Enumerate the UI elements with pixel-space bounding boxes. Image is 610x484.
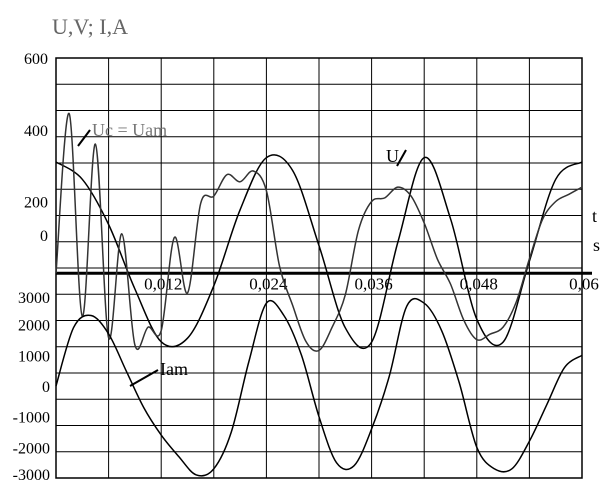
annotation-iam: Iam [160, 359, 188, 379]
voltage-tick-label: 400 [24, 123, 48, 140]
time-tick-label: 0,036 [354, 274, 392, 293]
series-line-iam [55, 297, 583, 477]
time-tick-label: 0,048 [460, 274, 498, 293]
voltage-tick-label: 200 [24, 195, 48, 212]
x-origin-label: 0 [40, 228, 48, 245]
current-tick-label: -1000 [13, 410, 50, 427]
voltage-tick-label: 600 [24, 51, 48, 68]
series-line-uc-uam [55, 112, 583, 352]
annotation-leader-iam [129, 369, 159, 387]
voltage-axis-ticks: 600 400 200 [24, 51, 48, 212]
time-axis-unit: s [593, 235, 600, 255]
time-axis-ticks: 0,012 0,024 0,036 0,048 0,06 [144, 274, 599, 293]
chart-title: U,V; I,A [52, 14, 128, 39]
annotation-leader-uc-uam [77, 129, 91, 147]
time-tick-label: 0,06 [569, 274, 599, 293]
current-tick-label: 2000 [18, 318, 50, 335]
time-tick-label: 0,024 [249, 274, 288, 293]
series-line-u [55, 154, 583, 349]
series-group [55, 112, 583, 477]
current-axis-ticks: 3000 2000 1000 0 -1000 -2000 -3000 [13, 290, 50, 484]
grid [56, 58, 582, 478]
current-tick-label: -2000 [13, 440, 50, 457]
current-tick-label: -3000 [13, 467, 50, 484]
annotation-u: U [386, 146, 399, 166]
annotations: U Uc = Uam Iam [77, 120, 407, 387]
annotation-leader-u [396, 149, 407, 167]
annotation-uc-uam: Uc = Uam [92, 120, 167, 140]
current-tick-label: 3000 [18, 290, 50, 307]
current-tick-label: 1000 [18, 348, 50, 365]
time-axis-symbol: t [592, 206, 597, 226]
time-tick-label: 0,012 [144, 274, 182, 293]
current-tick-label: 0 [42, 379, 50, 396]
